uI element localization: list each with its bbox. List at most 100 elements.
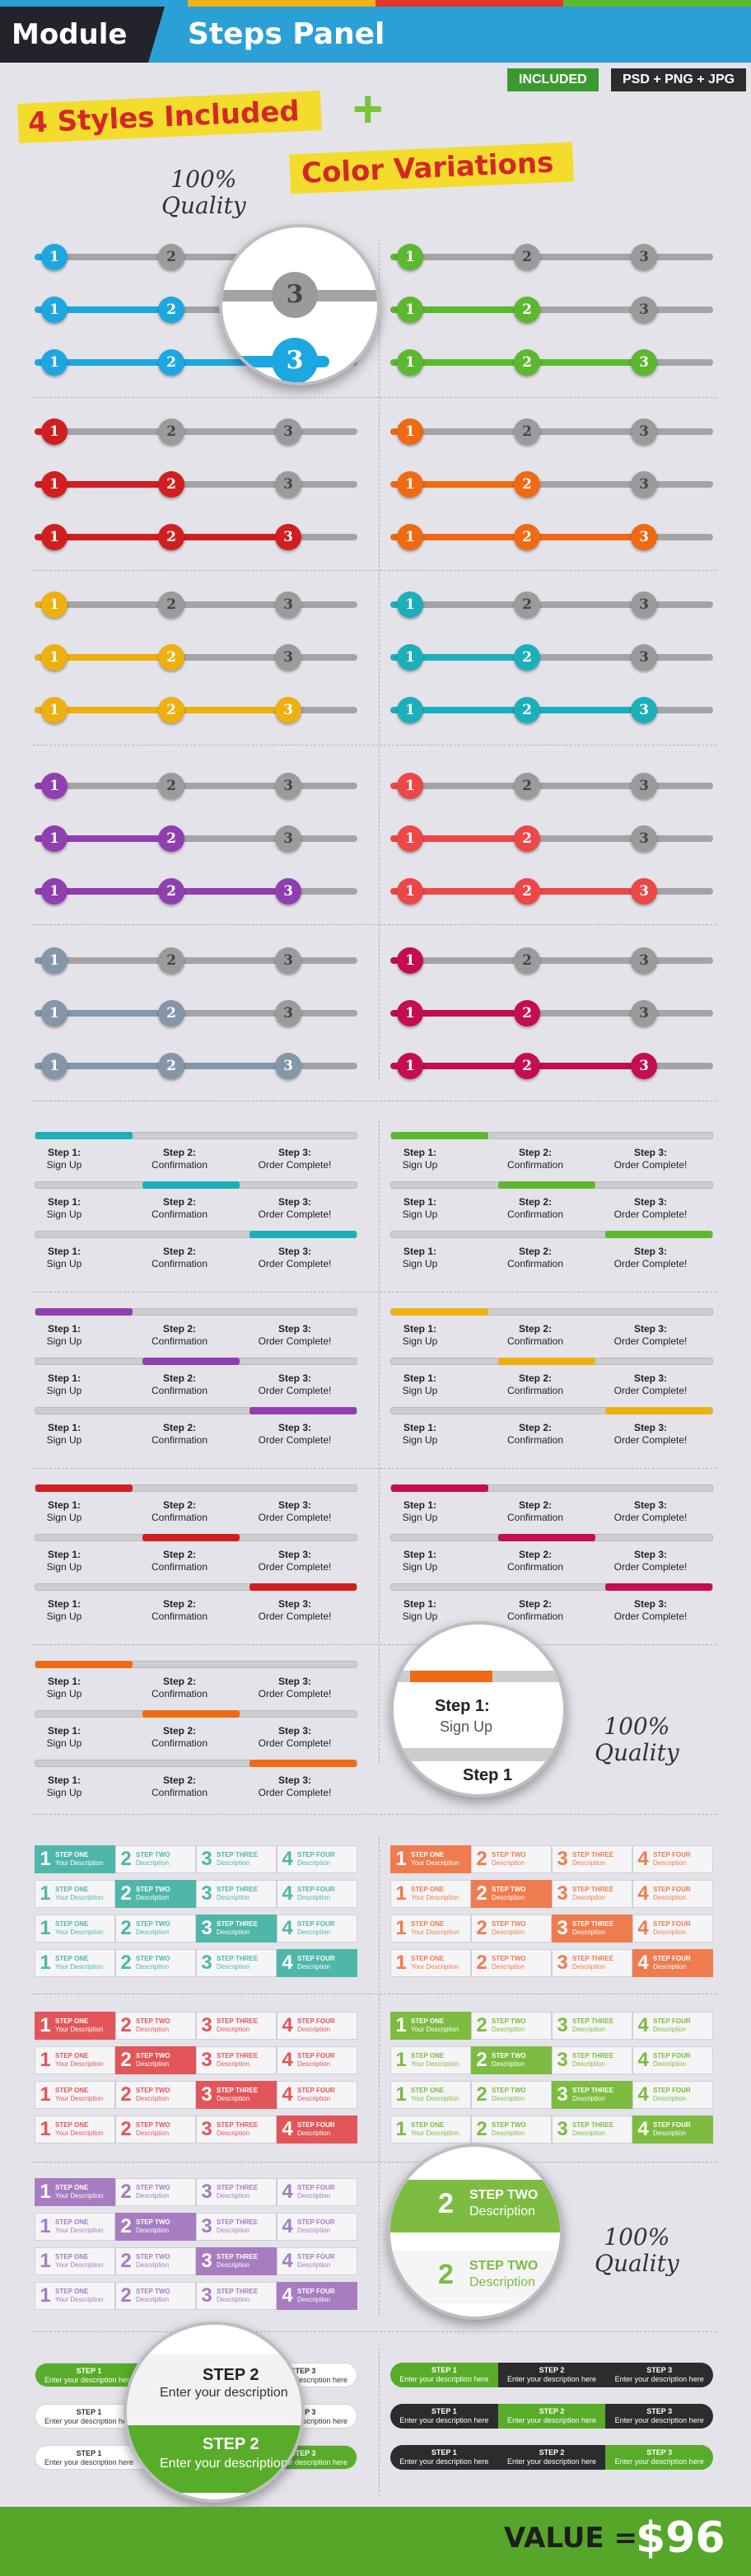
arrow-step-1[interactable]: 1 STEP ONE Your Description (390, 1914, 471, 1943)
step-bubble-1[interactable]: 1 (41, 1053, 68, 1079)
step-bubble-1[interactable]: 1 (41, 878, 68, 905)
arrow-step-1[interactable]: 1 STEP ONE Your Description (35, 2282, 115, 2310)
arrow-step-3[interactable]: 3 STEP THREE Description (196, 1845, 277, 1873)
step-bubble-1[interactable]: 1 (41, 591, 68, 618)
arrow-step-1[interactable]: 1 STEP ONE Your Description (35, 1949, 115, 1977)
arrow-step-2[interactable]: 2 STEP TWO Description (115, 2115, 196, 2144)
arrow-step-3[interactable]: 3 STEP THREE Description (196, 2282, 277, 2310)
step-bubble-2[interactable]: 2 (514, 418, 540, 445)
step-bubble-3[interactable]: 3 (275, 1053, 301, 1079)
step-bubble-1[interactable]: 1 (397, 773, 423, 799)
step-bubble-2[interactable]: 2 (158, 1053, 184, 1079)
step-bubble-2[interactable]: 2 (158, 773, 184, 799)
step-bubble-3[interactable]: 3 (275, 471, 301, 498)
arrow-step-2[interactable]: 2 STEP TWO Description (115, 1845, 196, 1873)
pill-step-1[interactable]: STEP 1 Enter your description here (390, 2363, 498, 2387)
step-bubble-1[interactable]: 1 (397, 418, 423, 445)
step-bubble-2[interactable]: 2 (514, 644, 540, 671)
step-bubble-3[interactable]: 3 (631, 644, 657, 671)
step-bubble-3[interactable]: 3 (275, 591, 301, 618)
step-bubble-2[interactable]: 2 (514, 471, 540, 498)
arrow-step-4[interactable]: 4 STEP FOUR Description (632, 2046, 713, 2074)
step-bubble-3[interactable]: 3 (631, 349, 657, 376)
arrow-step-3[interactable]: 3 STEP THREE Description (196, 1949, 277, 1977)
arrow-step-4[interactable]: 4 STEP FOUR Description (277, 2247, 357, 2275)
step-bubble-1[interactable]: 1 (397, 697, 423, 723)
step-bubble-1[interactable]: 1 (397, 878, 423, 905)
arrow-step-2[interactable]: 2 STEP TWO Description (471, 2115, 552, 2144)
step-bubble-2[interactable]: 2 (158, 349, 184, 376)
arrow-step-1[interactable]: 1 STEP ONE Your Description (35, 1845, 115, 1873)
step-bubble-3[interactable]: 3 (631, 947, 657, 974)
arrow-step-3[interactable]: 3 STEP THREE Description (196, 2178, 277, 2206)
step-bubble-2[interactable]: 2 (514, 297, 540, 323)
step-bubble-1[interactable]: 1 (397, 349, 423, 376)
step-bubble-2[interactable]: 2 (514, 947, 540, 974)
step-bubble-3[interactable]: 3 (631, 297, 657, 323)
step-bubble-2[interactable]: 2 (158, 471, 184, 498)
step-bubble-3[interactable]: 3 (631, 524, 657, 550)
arrow-step-2[interactable]: 2 STEP TWO Description (115, 2046, 196, 2074)
step-bubble-2[interactable]: 2 (158, 947, 184, 974)
arrow-step-2[interactable]: 2 STEP TWO Description (115, 2012, 196, 2040)
arrow-step-2[interactable]: 2 STEP TWO Description (115, 2081, 196, 2109)
step-bubble-2[interactable]: 2 (514, 591, 540, 618)
arrow-step-4[interactable]: 4 STEP FOUR Description (277, 2081, 357, 2109)
step-bubble-1[interactable]: 1 (41, 1000, 68, 1026)
step-bubble-1[interactable]: 1 (397, 524, 423, 550)
arrow-step-4[interactable]: 4 STEP FOUR Description (277, 1914, 357, 1943)
arrow-step-4[interactable]: 4 STEP FOUR Description (277, 2115, 357, 2144)
step-bubble-2[interactable]: 2 (158, 644, 184, 671)
arrow-step-4[interactable]: 4 STEP FOUR Description (277, 2012, 357, 2040)
arrow-step-3[interactable]: 3 STEP THREE Description (552, 2046, 632, 2074)
step-bubble-1[interactable]: 1 (397, 297, 423, 323)
arrow-step-4[interactable]: 4 STEP FOUR Description (632, 2081, 713, 2109)
step-bubble-3[interactable]: 3 (275, 773, 301, 799)
arrow-step-1[interactable]: 1 STEP ONE Your Description (390, 1949, 471, 1977)
step-bubble-1[interactable]: 1 (41, 418, 68, 445)
step-bubble-2[interactable]: 2 (158, 418, 184, 445)
step-bubble-1[interactable]: 1 (397, 825, 423, 852)
step-bubble-3[interactable]: 3 (275, 1000, 301, 1026)
arrow-step-1[interactable]: 1 STEP ONE Your Description (35, 1880, 115, 1908)
step-bubble-3[interactable]: 3 (275, 418, 301, 445)
step-bubble-1[interactable]: 1 (41, 947, 68, 974)
arrow-step-4[interactable]: 4 STEP FOUR Description (632, 1845, 713, 1873)
step-bubble-3[interactable]: 3 (631, 878, 657, 905)
step-bubble-3[interactable]: 3 (631, 244, 657, 270)
step-bubble-1[interactable]: 1 (41, 297, 68, 323)
arrow-step-4[interactable]: 4 STEP FOUR Description (277, 2046, 357, 2074)
arrow-step-4[interactable]: 4 STEP FOUR Description (632, 1880, 713, 1908)
arrow-step-3[interactable]: 3 STEP THREE Description (196, 2046, 277, 2074)
arrow-step-3[interactable]: 3 STEP THREE Description (552, 2012, 632, 2040)
arrow-step-1[interactable]: 1 STEP ONE Your Description (390, 2081, 471, 2109)
step-bubble-1[interactable]: 1 (41, 471, 68, 498)
arrow-step-2[interactable]: 2 STEP TWO Description (115, 2178, 196, 2206)
arrow-step-3[interactable]: 3 STEP THREE Description (196, 2115, 277, 2144)
arrow-step-2[interactable]: 2 STEP TWO Description (115, 2213, 196, 2241)
arrow-step-2[interactable]: 2 STEP TWO Description (115, 2247, 196, 2275)
arrow-step-3[interactable]: 3 STEP THREE Description (552, 2081, 632, 2109)
step-bubble-2[interactable]: 2 (158, 1000, 184, 1026)
arrow-step-2[interactable]: 2 STEP TWO Description (471, 1845, 552, 1873)
arrow-step-3[interactable]: 3 STEP THREE Description (552, 1914, 632, 1943)
step-bubble-2[interactable]: 2 (514, 349, 540, 376)
step-bubble-2[interactable]: 2 (514, 1000, 540, 1026)
step-bubble-1[interactable]: 1 (397, 1053, 423, 1079)
arrow-step-1[interactable]: 1 STEP ONE Your Description (35, 2178, 115, 2206)
arrow-step-3[interactable]: 3 STEP THREE Description (196, 2247, 277, 2275)
step-bubble-3[interactable]: 3 (631, 418, 657, 445)
arrow-step-1[interactable]: 1 STEP ONE Your Description (390, 2115, 471, 2144)
arrow-step-1[interactable]: 1 STEP ONE Your Description (390, 2046, 471, 2074)
step-bubble-2[interactable]: 2 (158, 878, 184, 905)
arrow-step-2[interactable]: 2 STEP TWO Description (471, 2081, 552, 2109)
step-bubble-2[interactable]: 2 (158, 524, 184, 550)
arrow-step-4[interactable]: 4 STEP FOUR Description (632, 1949, 713, 1977)
step-bubble-1[interactable]: 1 (41, 349, 68, 376)
step-bubble-2[interactable]: 2 (514, 524, 540, 550)
